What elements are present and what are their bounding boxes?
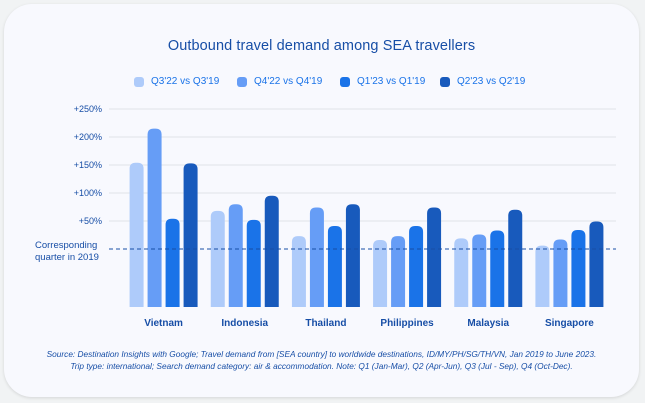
bar-singapore-series-4 (589, 221, 604, 307)
x-category-label-malaysia: Malaysia (467, 318, 509, 329)
legend-swatch-series-3 (340, 76, 350, 87)
bar-philippines-series-4 (427, 207, 442, 307)
x-category-label-vietnam: Vietnam (144, 318, 183, 329)
legend-swatch-series-2 (237, 76, 247, 87)
bar-malaysia-series-2 (472, 234, 487, 307)
x-category-label-singapore: Singapore (545, 318, 594, 329)
bar-indonesia-series-4 (264, 195, 279, 307)
bar-malaysia-series-3 (490, 230, 505, 307)
y-tick-label-4: +200% (74, 132, 102, 142)
source-note: Source: Destination Insights with Google… (4, 349, 639, 372)
bar-philippines-series-3 (409, 226, 424, 307)
chart-legend: Q3'22 vs Q3'19 Q4'22 vs Q4'19 Q1'23 vs Q… (4, 76, 639, 90)
chart-title: Outbound travel demand among SEA travell… (167, 38, 476, 54)
x-category-label-indonesia: Indonesia (221, 318, 268, 329)
legend-swatch-series-4 (440, 76, 450, 87)
x-category-label-thailand: Thailand (305, 318, 346, 329)
legend-item-series-2: Q4'22 vs Q4'19 (237, 76, 322, 87)
y-tick-label-3: +150% (74, 160, 102, 170)
bar-chart: +50% +100% +150% +200% +250% Vietnam Indonesia… (35, 104, 616, 329)
reference-label-line-1: Corresponding (35, 240, 97, 251)
bar-malaysia-series-4 (508, 209, 523, 307)
source-line-2: Trip type: international; Search demand … (70, 360, 573, 371)
bar-philippines-series-1 (373, 240, 388, 307)
bar-singapore-series-3 (571, 229, 586, 307)
bar-indonesia-series-1 (210, 210, 225, 307)
legend-swatch-series-1 (134, 76, 144, 87)
legend-label-series-3: Q1'23 vs Q1'19 (357, 76, 426, 87)
bar-thailand-series-4 (345, 204, 360, 307)
bar-vietnam-series-4 (183, 163, 198, 307)
legend-item-series-3: Q1'23 vs Q1'19 (340, 76, 425, 87)
bar-indonesia-series-3 (246, 219, 261, 307)
y-tick-label-5: +250% (74, 104, 102, 114)
y-tick-label-1: +50% (79, 216, 102, 226)
bar-thailand-series-2 (309, 207, 324, 307)
bar-singapore-series-2 (553, 239, 568, 307)
y-tick-label-2: +100% (74, 188, 102, 198)
legend-label-series-1: Q3'22 vs Q3'19 (151, 76, 220, 87)
legend-item-series-4: Q2'23 vs Q2'19 (440, 76, 525, 87)
bar-thailand-series-1 (291, 236, 306, 307)
source-line-1: Source: Destination Insights with Google… (46, 349, 597, 359)
x-category-label-philippines: Philippines (380, 318, 434, 329)
legend-label-series-2: Q4'22 vs Q4'19 (254, 76, 323, 87)
reference-label-line-2: quarter in 2019 (35, 252, 99, 263)
bar-singapore-series-1 (535, 245, 550, 307)
bar-vietnam-series-3 (165, 218, 180, 307)
bar-thailand-series-3 (327, 226, 342, 307)
bar-philippines-series-2 (391, 236, 406, 307)
chart-card: Outbound travel demand among SEA travell… (4, 4, 639, 397)
legend-label-series-4: Q2'23 vs Q2'19 (457, 76, 526, 87)
bar-malaysia-series-1 (454, 238, 469, 307)
legend-item-series-1: Q3'22 vs Q3'19 (134, 76, 219, 87)
bar-vietnam-series-2 (147, 128, 162, 307)
bar-indonesia-series-2 (228, 204, 243, 307)
bar-vietnam-series-1 (129, 162, 144, 307)
